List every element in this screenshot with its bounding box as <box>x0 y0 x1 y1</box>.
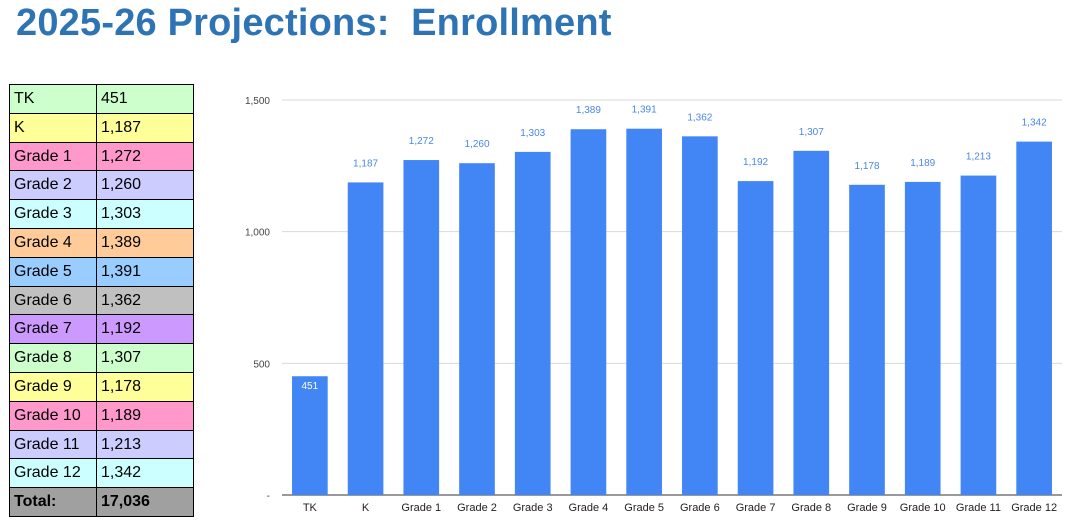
grade-value: 1,389 <box>96 227 194 258</box>
bar <box>737 181 774 495</box>
data-label: 451 <box>302 381 319 392</box>
bar <box>514 151 551 496</box>
data-label: 1,178 <box>854 161 879 172</box>
table-row: Grade 11 1,213 <box>9 429 194 460</box>
x-tick-label: Grade 2 <box>457 502 497 514</box>
data-label: 1,189 <box>910 158 935 169</box>
grade-value: 451 <box>96 84 194 114</box>
grade-value: 1,260 <box>96 170 194 201</box>
table-row: Grade 2 1,260 <box>9 170 194 201</box>
data-label: 1,272 <box>409 136 434 147</box>
bar <box>682 136 718 495</box>
x-tick-label: Grade 7 <box>736 502 776 514</box>
page-title: 2025-26 Projections: Enrollment <box>16 2 612 44</box>
x-tick-label: Grade 11 <box>956 502 1001 514</box>
grade-label: TK <box>9 84 97 114</box>
table-row: Grade 7 1,192 <box>9 314 194 345</box>
grade-value: 1,192 <box>96 314 194 345</box>
table-row: Grade 5 1,391 <box>9 256 194 287</box>
data-label: 1,391 <box>632 105 657 116</box>
grade-label: Grade 11 <box>9 429 97 460</box>
data-label: 1,342 <box>1022 118 1047 129</box>
grade-label: Grade 4 <box>9 227 97 258</box>
grade-label: Grade 3 <box>9 199 97 229</box>
x-tick-label: Grade 6 <box>680 502 720 514</box>
bar <box>960 175 997 495</box>
total-row: Total: 17,036 <box>9 487 194 517</box>
bar <box>904 181 941 495</box>
grade-value: 1,391 <box>96 256 194 287</box>
grade-value: 1,272 <box>96 141 194 172</box>
x-tick-label: Grade 3 <box>513 502 553 514</box>
table-row: Grade 6 1,362 <box>9 285 194 316</box>
grade-label: Grade 2 <box>9 170 97 201</box>
enrollment-bar-chart: - 500 1,000 1,500 451 TK 1,187 K 1,272 Grade 1 1,2… <box>245 96 1062 514</box>
grade-value: 1,178 <box>96 371 194 402</box>
y-tick-label: - <box>267 491 270 502</box>
bar <box>459 163 495 495</box>
bar <box>570 129 607 496</box>
y-tick-label: 1,000 <box>245 228 270 239</box>
grade-label: Grade 10 <box>9 400 97 431</box>
data-label: 1,192 <box>743 157 768 168</box>
grade-value: 1,362 <box>96 285 194 316</box>
table-row: Grade 8 1,307 <box>9 343 194 373</box>
grade-label: Grade 6 <box>9 285 97 316</box>
data-label: 1,389 <box>576 105 601 116</box>
grade-value: 1,307 <box>96 343 194 373</box>
table-row: Grade 9 1,178 <box>9 371 194 402</box>
table-row: Grade 12 1,342 <box>9 458 194 489</box>
x-tick-label: Grade 5 <box>624 502 664 514</box>
table-row: Grade 3 1,303 <box>9 199 194 229</box>
grade-value: 1,187 <box>96 112 194 143</box>
grade-label: Grade 9 <box>9 371 97 402</box>
bar <box>347 182 384 495</box>
data-label: 1,260 <box>464 139 489 150</box>
table-row: Grade 10 1,189 <box>9 400 194 431</box>
x-tick-label: Grade 9 <box>847 502 887 514</box>
bar <box>403 160 440 495</box>
grade-label: Grade 5 <box>9 256 97 287</box>
grade-label: K <box>9 112 97 143</box>
enrollment-table: TK 451 K 1,187 Grade 1 1,272 Grade 2 1,260 Grade… <box>9 84 194 517</box>
x-tick-label: Grade 10 <box>900 502 946 514</box>
y-tick-label: 1,500 <box>245 96 270 107</box>
x-tick-label: Grade 4 <box>569 502 609 514</box>
total-value: 17,036 <box>96 487 194 517</box>
table-row: K 1,187 <box>9 112 194 143</box>
data-label: 1,307 <box>799 127 824 138</box>
total-label: Total: <box>9 487 97 517</box>
x-tick-label: TK <box>303 502 318 514</box>
grade-value: 1,303 <box>96 199 194 229</box>
y-tick-label: 500 <box>253 359 270 370</box>
data-label: 1,187 <box>353 158 378 169</box>
data-label: 1,303 <box>520 128 545 139</box>
grade-label: Grade 1 <box>9 141 97 172</box>
table-row: Grade 1 1,272 <box>9 141 194 172</box>
bar <box>292 376 328 495</box>
x-tick-label: Grade 1 <box>401 502 441 514</box>
bar <box>849 184 885 495</box>
grade-value: 1,189 <box>96 400 194 431</box>
x-tick-label: Grade 8 <box>791 502 831 514</box>
grade-label: Grade 12 <box>9 458 97 489</box>
x-tick-label: K <box>362 502 370 514</box>
table-row: Grade 4 1,389 <box>9 227 194 258</box>
table-row: TK 451 <box>9 84 194 114</box>
grade-value: 1,213 <box>96 429 194 460</box>
x-tick-label: Grade 12 <box>1011 502 1057 514</box>
grade-value: 1,342 <box>96 458 194 489</box>
grade-label: Grade 8 <box>9 343 97 373</box>
bar <box>793 150 830 495</box>
bar <box>626 128 662 495</box>
data-label: 1,362 <box>687 112 712 123</box>
data-label: 1,213 <box>966 152 991 163</box>
grade-label: Grade 7 <box>9 314 97 345</box>
bar <box>1016 141 1052 495</box>
